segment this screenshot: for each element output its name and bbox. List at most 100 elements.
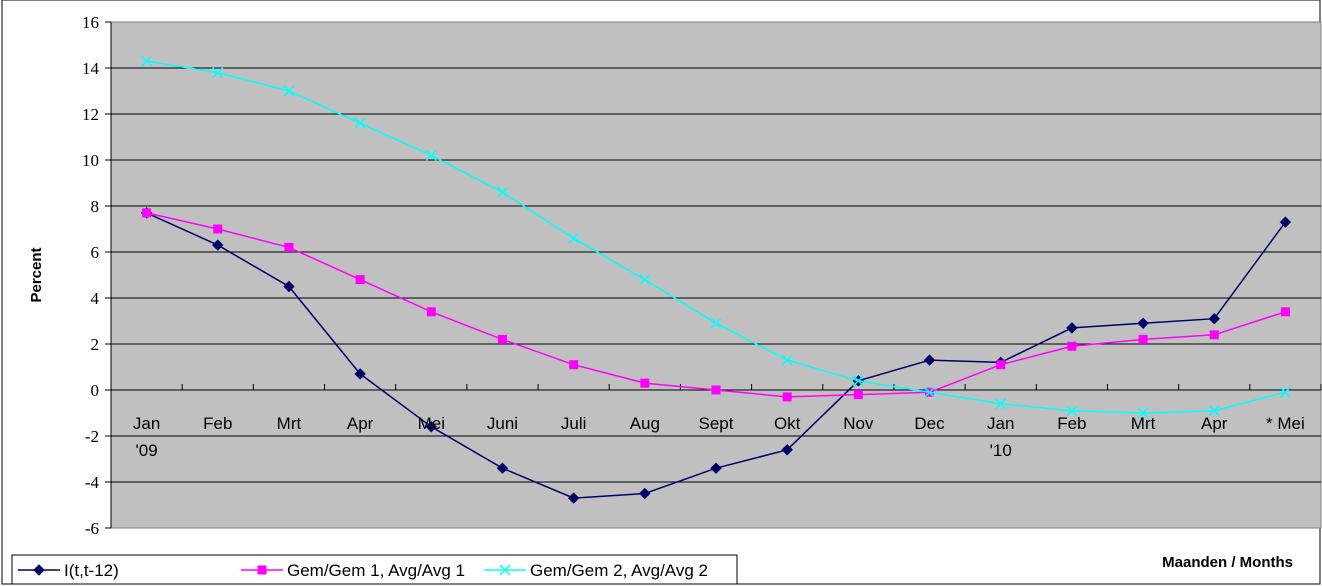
series-3-point [496,186,509,198]
x-tick-label: Jan [133,414,160,433]
y-tick-label: -2 [85,427,99,446]
series-3-point-b [852,375,864,387]
series-1-point [1137,317,1149,330]
series-1-point [639,487,651,500]
series-2-point [355,275,365,285]
series-3 [141,55,1291,419]
legend-label: Gem/Gem 1, Avg/Avg 1 [287,561,465,580]
series-3-point-b [141,55,153,67]
series-3-point-b [1137,407,1149,419]
series-1-point [1066,322,1078,334]
series-3-point-b [1279,386,1291,398]
series-3-point [354,117,366,129]
series-1-point [283,280,295,293]
y-tick-label: 10 [82,151,99,170]
x-tick-label: Mei [418,414,445,433]
legend: I(t,t-12) Gem/Gem 1, Avg/Avg 1 Gem/Gem 2, … [11,554,738,585]
series-3-point [710,317,722,329]
x-axis-title: Maanden / Months [1162,554,1293,571]
series-3-point [781,354,793,366]
series-3-point-b [923,386,936,398]
series-3-point [568,232,580,244]
y-tick-labels: -6 -4 -2 0 2 4 6 8 10 12 14 16 [82,13,100,538]
series-1-point [923,354,936,366]
x-tick-label: Sept [699,414,734,433]
legend-items: I(t,t-12) Gem/Gem 1, Avg/Avg 1 Gem/Gem 2, … [18,561,708,580]
gridlines [111,67,1321,483]
series-3-point [1208,405,1220,417]
series-3-point [1137,407,1149,419]
y-tick-label: 16 [82,13,99,32]
series-3-point [639,274,651,286]
legend-marker [33,564,45,576]
y-tick-label: -6 [85,519,99,538]
series-3-point-b [995,398,1007,410]
y-tick-label: 4 [91,289,100,308]
x-tick-label: '09 [136,441,158,460]
series-2-point [497,334,507,344]
series-3-point [923,386,936,398]
legend-marker [499,564,511,576]
x-tick-label: Nov [843,414,874,433]
series-2-point [853,390,863,400]
series-1-point [781,444,793,456]
y-tick-label: -4 [85,473,100,492]
series-lines [140,55,1292,504]
series-3-point-b [425,149,437,161]
series-2-point [284,242,294,252]
series-3-point [425,149,437,161]
x-tick-label: * Mei [1266,414,1305,433]
series-2-point [782,392,792,402]
x-tick-labels: Jan '09 Feb Mrt Apr Mei Juni Juli Aug Sept Okt Nov D… [133,414,1305,460]
x-tick-label: Juli [561,414,587,433]
series-2-point [1067,341,1077,351]
x-tick-label: Aug [630,414,660,433]
series-2-point [569,360,579,370]
series-3-point-b [1066,405,1078,417]
series-1-point [1208,312,1220,325]
series-3-point-b [354,117,366,129]
legend-marker [257,565,267,575]
series-1-point [425,421,438,433]
y-axis-title: Percent [28,247,45,302]
x-tick-label: Apr [1201,414,1228,433]
y-tick-label: 2 [91,335,100,354]
series-3-point-b [496,186,509,198]
legend-marker-b [499,564,511,576]
series-3-point [283,85,295,97]
series-2-point [426,307,436,317]
series-1-point [212,239,224,251]
y-tick-label: 14 [82,59,100,78]
x-tick-label: Jan [987,414,1014,433]
series-3-point [852,375,864,387]
legend-item-1: I(t,t-12) [18,561,119,580]
series-3-point-b [639,274,651,286]
x-tick-label: Feb [1057,414,1086,433]
x-tick-label: Dec [914,414,945,433]
series-1-point [567,492,580,504]
series-3-point [1279,386,1291,398]
series-1-point [710,462,722,474]
legend-item-2: Gem/Gem 1, Avg/Avg 1 [241,561,465,580]
series-2-point [1209,330,1219,340]
series-2-point [640,378,650,388]
series-3-point-b [1208,405,1220,417]
series-3-point-b [212,67,224,79]
series-2-point [711,385,721,395]
legend-label: I(t,t-12) [64,561,119,580]
series-2-point [142,208,152,218]
x-tick-label: Mrt [1131,414,1156,433]
x-tick-label: Juni [487,414,518,433]
series-1-point [1279,216,1292,228]
legend-label: Gem/Gem 2, Avg/Avg 2 [530,561,708,580]
series-2-point [1280,307,1290,317]
x-tick-label: '10 [990,441,1012,460]
y-tick-label: 6 [91,243,100,262]
legend-item-3: Gem/Gem 2, Avg/Avg 2 [484,561,708,580]
x-tick-label: Feb [203,414,232,433]
x-tick-label: Apr [347,414,374,433]
x-tick-label: Mrt [277,414,302,433]
series-1-point [496,462,509,474]
series-2-point [213,224,223,234]
